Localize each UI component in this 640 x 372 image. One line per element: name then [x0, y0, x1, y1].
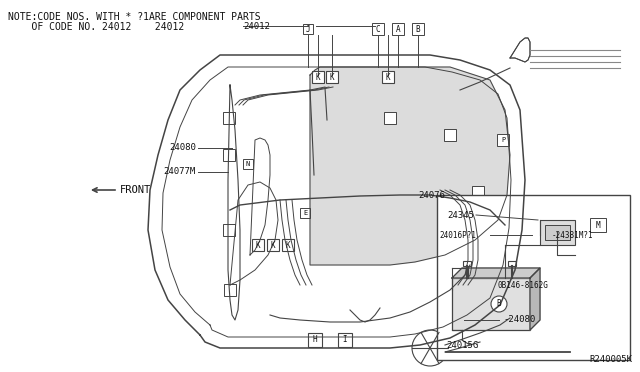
Bar — [463, 261, 471, 266]
Text: 24016P?1: 24016P?1 — [439, 231, 476, 240]
Polygon shape — [310, 67, 510, 265]
Text: 0B146-8162G: 0B146-8162G — [497, 282, 548, 291]
Text: P: P — [501, 137, 505, 143]
Bar — [444, 129, 456, 141]
Bar — [338, 333, 352, 347]
Bar — [282, 239, 294, 251]
Bar — [452, 278, 530, 330]
Text: 24012: 24012 — [243, 22, 270, 31]
Bar — [223, 224, 235, 236]
Text: -24381M?1: -24381M?1 — [552, 231, 594, 240]
Bar — [372, 23, 384, 35]
Text: OF CODE NO. 24012    24012: OF CODE NO. 24012 24012 — [8, 22, 184, 32]
Bar — [223, 149, 235, 161]
Bar — [300, 208, 310, 218]
Bar — [223, 112, 235, 124]
Text: K: K — [386, 73, 390, 81]
Text: NOTE:CODE NOS. WITH * ?1ARE COMPONENT PARTS: NOTE:CODE NOS. WITH * ?1ARE COMPONENT PA… — [8, 12, 260, 22]
Bar — [472, 186, 484, 198]
Text: I: I — [342, 336, 348, 344]
Circle shape — [491, 296, 507, 312]
Bar — [312, 71, 324, 83]
Bar — [326, 71, 338, 83]
Text: 24080: 24080 — [169, 144, 196, 153]
Text: K: K — [256, 241, 260, 250]
Text: H: H — [313, 336, 317, 344]
Text: 24077M: 24077M — [164, 167, 196, 176]
Text: C: C — [376, 25, 380, 33]
Bar — [590, 218, 606, 232]
Text: N: N — [246, 161, 250, 167]
Text: 24345: 24345 — [447, 211, 474, 219]
Bar — [303, 24, 313, 34]
Text: K: K — [330, 73, 334, 81]
Bar — [412, 23, 424, 35]
Bar — [545, 225, 570, 240]
Bar — [497, 134, 509, 146]
Polygon shape — [510, 38, 530, 62]
Text: K: K — [316, 73, 320, 81]
Bar — [392, 23, 404, 35]
Bar — [437, 195, 630, 360]
Text: FRONT: FRONT — [120, 185, 151, 195]
Text: B: B — [497, 299, 501, 308]
Text: M: M — [596, 221, 600, 230]
Bar — [508, 261, 516, 266]
Text: B: B — [416, 25, 420, 33]
Text: R240005K: R240005K — [589, 356, 632, 365]
Polygon shape — [452, 268, 540, 278]
Text: -24080: -24080 — [503, 315, 535, 324]
Bar — [243, 159, 253, 169]
Text: K: K — [271, 241, 275, 250]
Text: K: K — [285, 241, 291, 250]
Bar — [540, 220, 575, 245]
Polygon shape — [530, 268, 540, 330]
Bar — [224, 284, 236, 296]
Bar — [382, 71, 394, 83]
Bar — [267, 239, 279, 251]
Bar — [308, 333, 322, 347]
Bar — [384, 112, 396, 124]
Text: 24015G: 24015G — [446, 340, 478, 350]
Text: E: E — [303, 210, 307, 216]
Text: A: A — [396, 25, 400, 33]
Text: 24076: 24076 — [418, 190, 445, 199]
Text: J: J — [306, 25, 310, 33]
Bar — [252, 239, 264, 251]
